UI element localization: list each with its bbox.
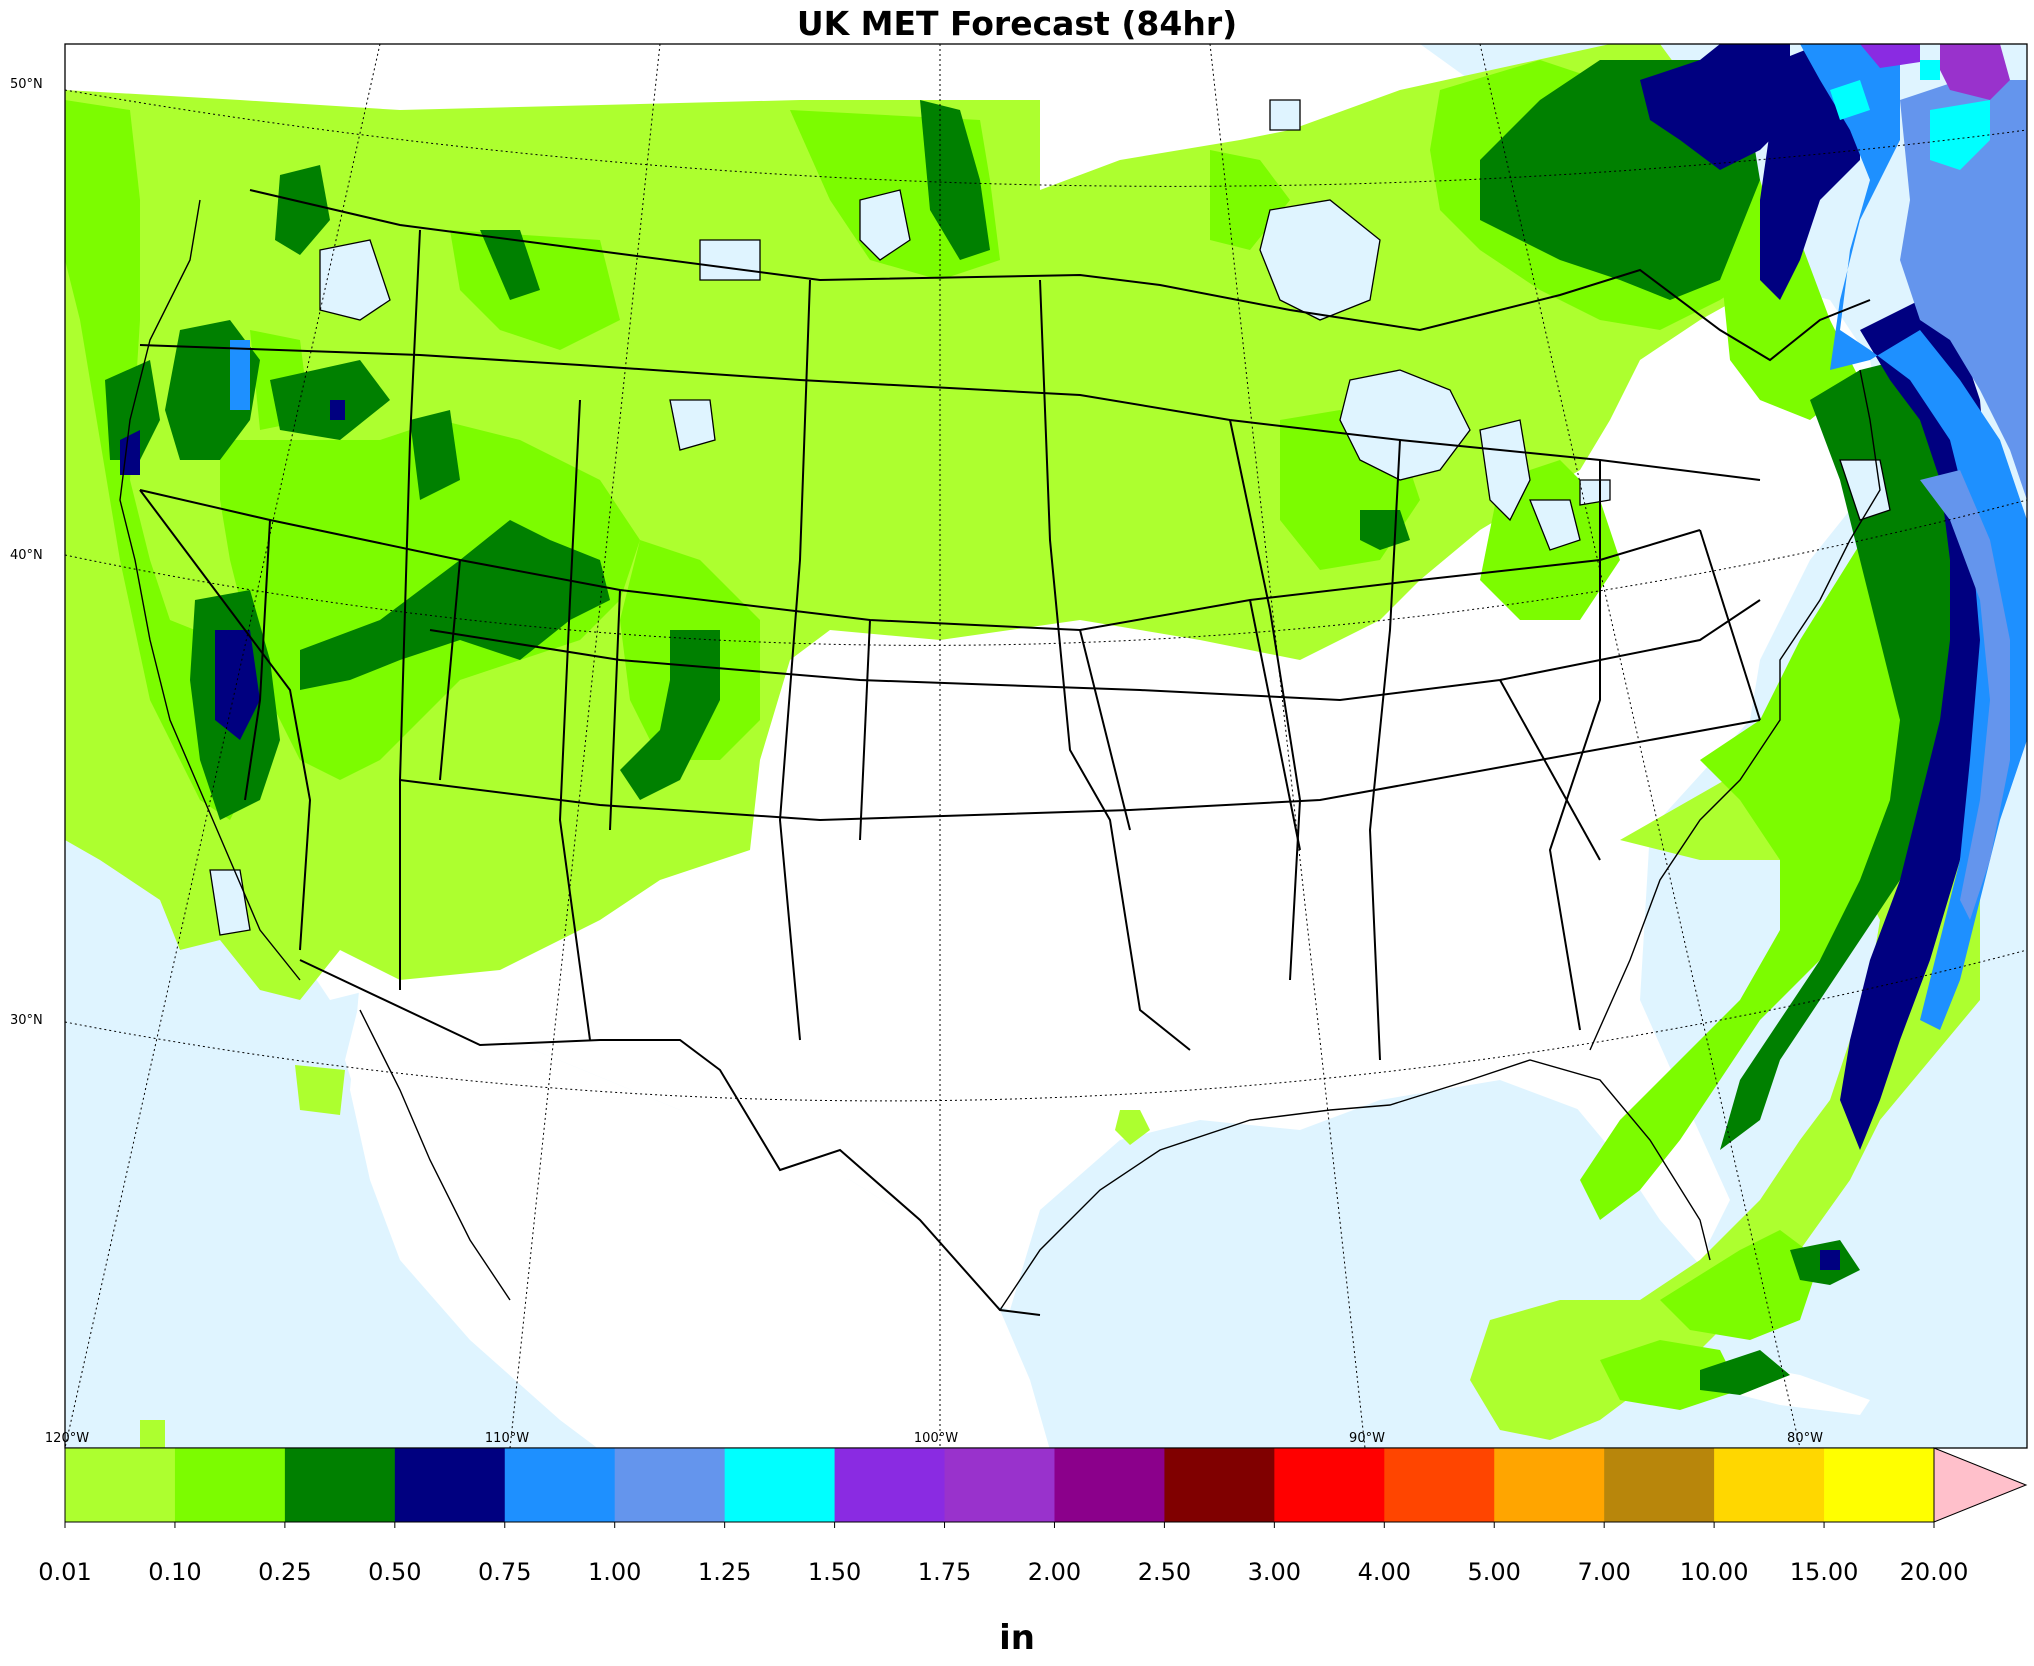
colorbar-swatch — [174, 1448, 286, 1522]
state-borders — [139, 189, 1871, 1316]
colorbar-swatch — [504, 1448, 616, 1522]
colorbar-tick-label: 0.50 — [368, 1558, 422, 1586]
precip-band-1.25 — [1830, 60, 1990, 170]
precip-map — [64, 43, 2028, 1449]
colorbar-swatch — [724, 1448, 836, 1522]
colorbar-swatch — [1824, 1448, 1935, 1522]
colorbar-tick-label: 0.01 — [38, 1558, 92, 1586]
coastlines — [119, 199, 1881, 1311]
precip-band-0.75 — [230, 44, 2027, 1030]
colorbar-swatch — [1164, 1448, 1275, 1522]
colorbar-extend-arrow — [1933, 1447, 2028, 1523]
precip-band-1.50 — [1860, 44, 2010, 100]
colorbar-tick-label: 20.00 — [1899, 1558, 1969, 1586]
colorbar-tick-label: 0.25 — [258, 1558, 312, 1586]
colorbar-tick-label: 0.75 — [478, 1558, 532, 1586]
lat-label-30n: 30°N — [10, 1013, 43, 1028]
lon-label-80w: 80°W — [1787, 1431, 1823, 1446]
colorbar-swatch — [614, 1448, 726, 1522]
lon-label-100w: 100°W — [913, 1431, 959, 1446]
colorbar-tick-label: 4.00 — [1357, 1558, 1411, 1586]
colorbar-tick-label: 7.00 — [1577, 1558, 1631, 1586]
colorbar — [64, 1447, 2028, 1528]
baja-land — [345, 1000, 510, 1320]
colorbar-swatch — [1054, 1448, 1165, 1522]
colorbar-tick-label: 10.00 — [1679, 1558, 1749, 1586]
colorbar-swatch — [1494, 1448, 1605, 1522]
colorbar-tick-label: 3.00 — [1247, 1558, 1302, 1586]
colorbar-swatch — [834, 1448, 946, 1522]
lakes — [209, 99, 1891, 936]
colorbar-tick-label: 1.75 — [917, 1558, 972, 1586]
colorbar-swatch — [284, 1448, 396, 1522]
lon-label-120w: 120°W — [44, 1431, 90, 1446]
colorbar-swatch — [65, 1448, 176, 1522]
colorbar-tick-label: 0.10 — [148, 1558, 202, 1586]
lat-label-50n: 50°N — [10, 77, 43, 92]
colorbar-swatch — [1714, 1448, 1825, 1522]
colorbar-frame — [64, 1447, 1935, 1523]
lat-label-40n: 40°N — [10, 548, 43, 563]
colorbar-tick-label: 1.50 — [807, 1558, 862, 1586]
colorbar-swatch — [1384, 1448, 1495, 1522]
colorbar-tick-label: 2.00 — [1027, 1558, 1082, 1586]
lon-label-90w: 90°W — [1349, 1431, 1385, 1446]
colorbar-tick-label: 1.00 — [587, 1558, 642, 1586]
colorbar-tick-label: 15.00 — [1789, 1558, 1859, 1586]
colorbar-tick-label: 2.50 — [1137, 1558, 1192, 1586]
graticule — [65, 44, 2027, 1448]
lon-label-110w: 110°W — [484, 1431, 530, 1446]
colorbar-swatch — [1604, 1448, 1715, 1522]
mexico-land — [350, 980, 1050, 1448]
colorbar-tick-label: 5.00 — [1467, 1558, 1521, 1586]
colorbar-swatch — [944, 1448, 1055, 1522]
map-title: UK MET Forecast (84hr) — [796, 4, 1238, 43]
colorbar-tick-label: 1.25 — [697, 1558, 752, 1586]
colorbar-unit-label: in — [999, 1618, 1035, 1658]
colorbar-swatch — [394, 1448, 506, 1522]
precip-band-1.00 — [1900, 80, 2027, 920]
colorbar-swatch — [1274, 1448, 1385, 1522]
florida-land — [1530, 1060, 1710, 1265]
